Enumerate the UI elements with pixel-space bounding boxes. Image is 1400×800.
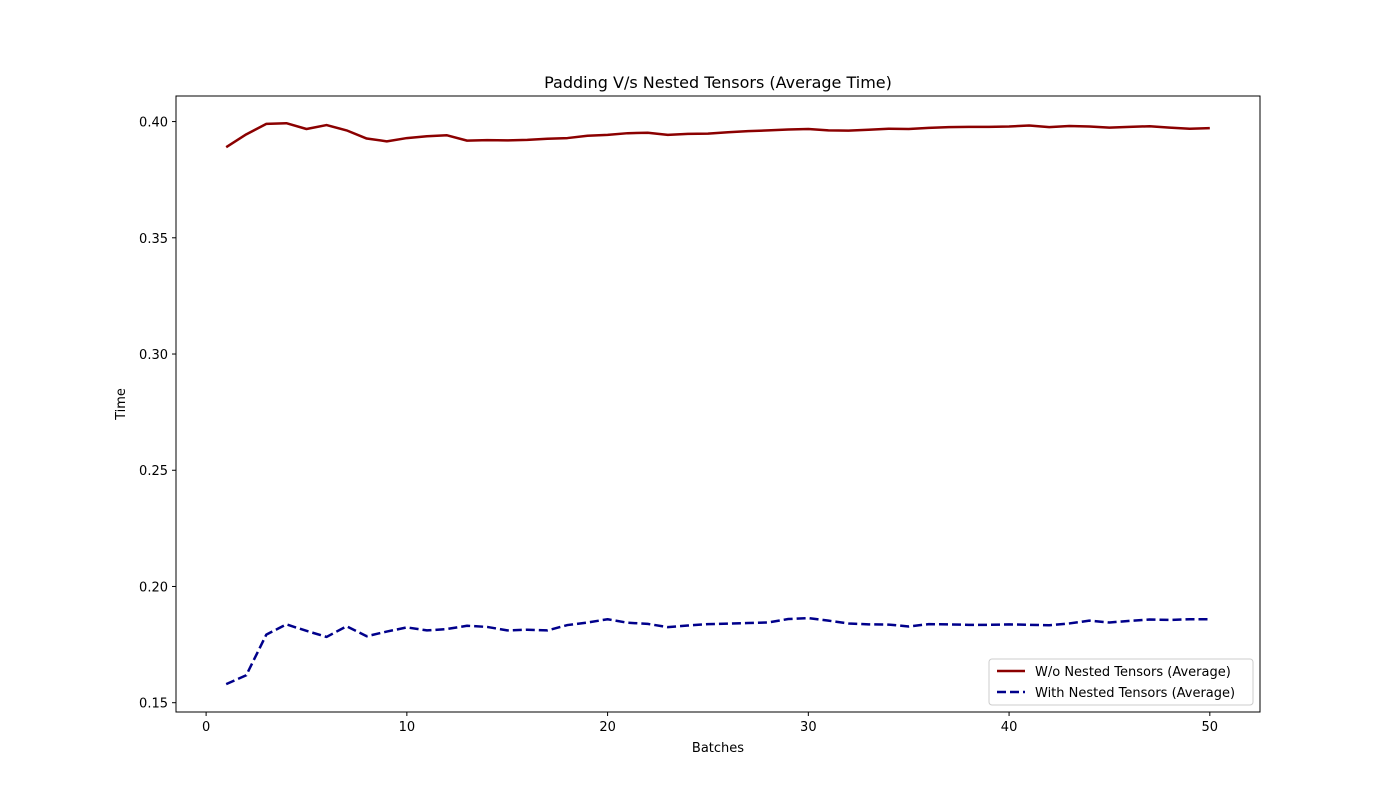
legend: W/o Nested Tensors (Average) With Nested… xyxy=(988,658,1254,706)
y-tick-label: 0.35 xyxy=(139,232,168,247)
legend-label-wo-nested: W/o Nested Tensors (Average) xyxy=(1035,665,1231,680)
legend-box xyxy=(988,658,1254,706)
y-tick-label: 0.30 xyxy=(139,348,168,363)
x-axis-label: Batches xyxy=(692,741,744,756)
plot-frame xyxy=(175,95,1261,713)
y-tick-label: 0.25 xyxy=(139,464,168,479)
x-tick-label: 50 xyxy=(1202,720,1219,735)
series-layer xyxy=(225,121,1210,686)
x-tick-label: 40 xyxy=(1001,720,1018,735)
series-line-with-nested xyxy=(225,616,1210,686)
y-tick-label: 0.20 xyxy=(139,580,168,595)
x-tick-label: 30 xyxy=(800,720,817,735)
x-tick-label: 0 xyxy=(202,720,210,735)
legend-label-with-nested: With Nested Tensors (Average) xyxy=(1035,686,1235,701)
y-axis: 0.15 0.20 0.25 0.30 0.35 0.40 xyxy=(139,116,176,712)
series-line-wo-nested xyxy=(225,121,1210,149)
chart-title: Padding V/s Nested Tensors (Average Time… xyxy=(544,73,892,92)
y-tick-label: 0.15 xyxy=(139,697,168,712)
x-tick-label: 20 xyxy=(599,720,616,735)
x-axis: 0 10 20 30 40 50 xyxy=(202,712,1218,735)
y-tick-label: 0.40 xyxy=(139,116,168,131)
y-axis-label: Time xyxy=(114,388,129,421)
x-tick-label: 10 xyxy=(399,720,416,735)
